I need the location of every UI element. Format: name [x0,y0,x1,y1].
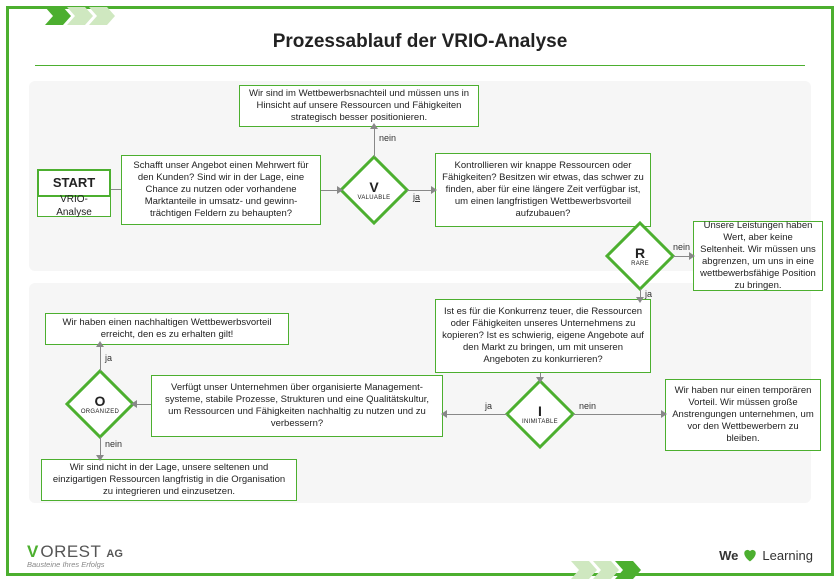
heart-icon [742,548,758,562]
label-r-yes: ja [645,289,652,299]
frame: Prozessablauf der VRIO-Analyse START VRI… [6,6,834,576]
page-title: Prozessablauf der VRIO-Analyse [9,31,831,53]
footer: VORESTAG Bausteine Ihres Erfolgs We Lear… [27,541,813,569]
label-i-yes: ja [485,401,492,411]
diamond-organized: OORGANIZED [65,369,135,439]
label-o-no: nein [105,439,122,449]
box-q-rare: Kontrollieren wir knappe Ressourcen oder… [435,153,651,227]
box-q-organized: Verfügt unser Unternehmen über organisie… [151,375,443,437]
diamond-rare: RRARE [605,221,675,291]
label-r-no: nein [673,242,690,252]
title-rule [35,65,805,66]
logo: VORESTAG Bausteine Ihres Erfolgs [27,542,123,569]
box-i-no: Wir haben nur einen tem­porären Vorteil.… [665,379,821,451]
box-o-no: Wir sind nicht in der Lage, unsere selte… [41,459,297,501]
box-o-yes: Wir haben einen nachhaltigen Wettbewerbs… [45,313,289,345]
diamond-inimitable: IINIMITABLE [505,379,575,449]
box-q-valuable: Schafft unser Angebot einen Mehrwert für… [121,155,321,225]
chevrons-top [45,7,135,21]
label-v-yes: ja [413,192,420,202]
start-box: START [37,169,111,197]
we-love-learning: We Learning [719,548,813,563]
label-v-no: nein [379,133,396,143]
start-sub: VRIO-Analyse [37,197,111,217]
box-r-no: Unsere Leistungen haben Wert, aber keine… [693,221,823,291]
box-q-inimitable: Ist es für die Konkurrenz teuer, die Res… [435,299,651,373]
diamond-valuable: VVALUABLE [339,155,409,225]
box-v-no: Wir sind im Wettbewerbsnachteil und müss… [239,85,479,127]
label-i-no: nein [579,401,596,411]
diagram-canvas: START VRIO-Analyse Schafft unser Angebot… [23,73,817,539]
label-o-yes: ja [105,353,112,363]
